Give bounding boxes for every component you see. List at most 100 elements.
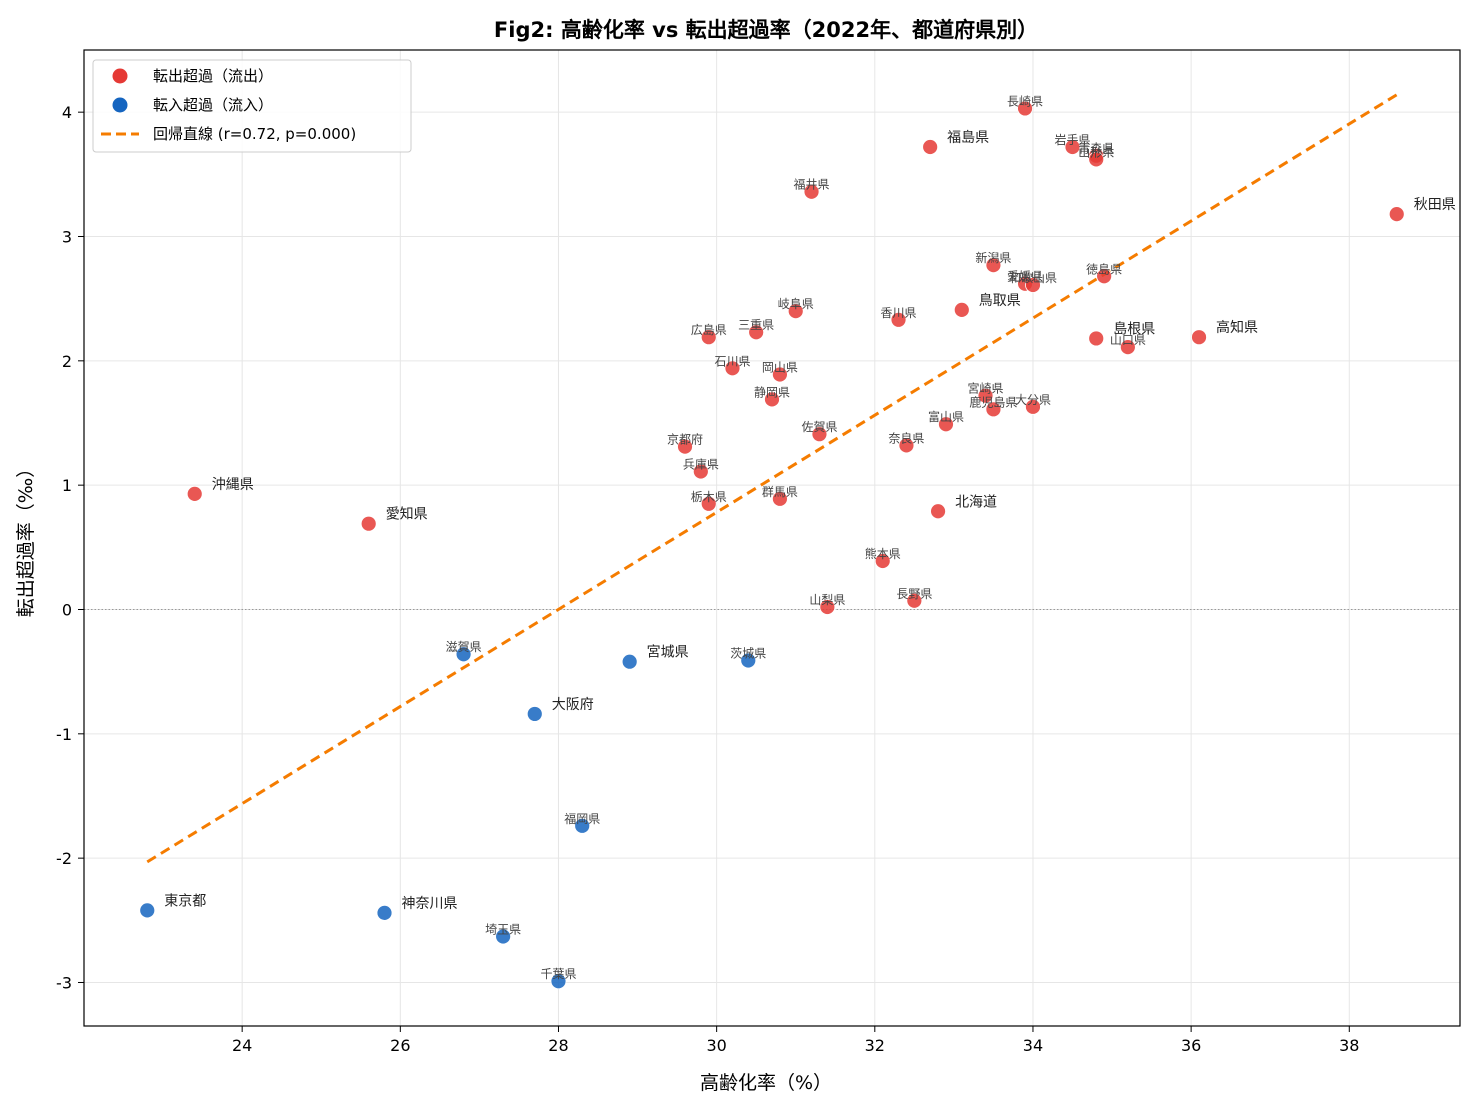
point-label: 福岡県 [564, 811, 600, 826]
y-axis-label: 転出超過率（‰） [15, 459, 37, 618]
data-point [677, 438, 693, 455]
x-tick-label: 24 [232, 1036, 252, 1055]
x-tick-label: 28 [548, 1036, 568, 1055]
data-point [724, 360, 741, 377]
plot-frame [83, 49, 1461, 1027]
point-label: 埼玉県 [485, 922, 521, 936]
y-tick-label: 4 [62, 103, 72, 122]
data-point [890, 311, 907, 328]
data-point [1191, 329, 1207, 346]
data-point [360, 515, 377, 532]
point-label: 東京都 [164, 893, 206, 909]
point-label: 熊本県 [865, 546, 901, 561]
point-label: 三重県 [738, 318, 774, 332]
data-point [772, 366, 788, 383]
point-label: 島根県 [1113, 321, 1155, 337]
point-label: 徳島県 [1086, 261, 1122, 276]
point-label: 鳥取県 [979, 293, 1021, 309]
data-point [898, 437, 915, 454]
x-tick-label: 34 [1023, 1036, 1043, 1055]
data-point [874, 553, 891, 569]
point-label: 岩手県 [1054, 132, 1090, 147]
point-label: 長崎県 [1007, 94, 1043, 108]
y-tick-label: -2 [56, 849, 72, 868]
point-label: 長野県 [896, 587, 932, 601]
y-tick-label: 1 [62, 476, 72, 495]
y-tick-label: 3 [62, 227, 72, 246]
point-label: 新潟県 [975, 250, 1011, 265]
data-point [819, 599, 836, 615]
point-label: 宮城県 [647, 645, 689, 661]
point-label: 福井県 [794, 177, 830, 192]
data-point [1025, 398, 1041, 415]
data-point [700, 329, 717, 346]
data-point [455, 646, 472, 663]
data-point [985, 401, 1002, 418]
data-point [1025, 277, 1041, 293]
x-tick-label: 30 [706, 1036, 726, 1055]
data-point [1096, 268, 1113, 285]
legend-swatch-marker [112, 68, 128, 84]
data-point [922, 139, 939, 155]
data-point [139, 902, 156, 919]
point-label: 鹿児島県 [969, 394, 1017, 409]
point-label: 秋田県 [1414, 197, 1456, 213]
y-tick-label: -1 [56, 725, 72, 744]
x-tick-label: 36 [1181, 1036, 1201, 1055]
point-label: 北海道 [955, 494, 997, 510]
point-label: 群馬県 [762, 485, 798, 499]
data-point [186, 485, 203, 502]
data-point [953, 301, 970, 318]
data-point [748, 324, 765, 341]
point-label: 広島県 [691, 322, 727, 337]
x-tick-label: 32 [865, 1036, 885, 1055]
point-label: 和歌山県 [1009, 270, 1057, 285]
data-point [495, 928, 512, 945]
data-point [700, 495, 717, 512]
data-point [526, 706, 543, 722]
point-label: 福島県 [947, 130, 989, 146]
point-label: 栃木県 [691, 490, 727, 504]
data-point [906, 592, 923, 609]
legend-box [92, 59, 412, 153]
point-label: 宮崎県 [968, 381, 1004, 396]
data-point [1119, 339, 1136, 356]
point-label: 茨城県 [730, 646, 766, 660]
point-label: 山梨県 [809, 593, 845, 607]
point-label: 青森県 [1078, 141, 1114, 156]
point-label: 岡山県 [762, 361, 798, 375]
x-tick-label: 38 [1339, 1036, 1359, 1055]
y-tick-label: 2 [62, 352, 72, 371]
point-label: 大阪府 [552, 697, 594, 713]
data-point [621, 653, 638, 670]
data-point [1064, 139, 1081, 155]
data-point [938, 416, 954, 433]
legend-label: 転入超過（流入） [153, 96, 273, 114]
legend-swatch-marker [112, 97, 128, 113]
point-label: 滋賀県 [446, 640, 482, 654]
point-label: 石川県 [714, 354, 750, 368]
data-point [1088, 151, 1105, 168]
data-point [574, 817, 591, 834]
x-axis-label: 高齢化率（%） [700, 1072, 832, 1094]
point-label: 佐賀県 [801, 420, 837, 434]
point-label: 香川県 [881, 306, 917, 320]
data-point [977, 387, 994, 404]
grid-layer [84, 50, 1460, 1026]
legend: 転出超過（流出） 転入超過（流入） 回帰直線 (r=0.72, p=0.000) [92, 59, 412, 153]
regression-line [146, 93, 1398, 864]
regression-layer [146, 93, 1398, 864]
data-point [930, 503, 946, 520]
point-label: 千葉県 [540, 967, 576, 981]
point-label: 岐阜県 [778, 297, 814, 311]
point-label: 京都府 [667, 432, 703, 447]
data-point [740, 652, 757, 669]
data-point [787, 303, 804, 319]
legend-label: 転出超過（流出） [153, 67, 273, 85]
point-label: 神奈川県 [402, 896, 458, 912]
data-point [692, 463, 709, 480]
